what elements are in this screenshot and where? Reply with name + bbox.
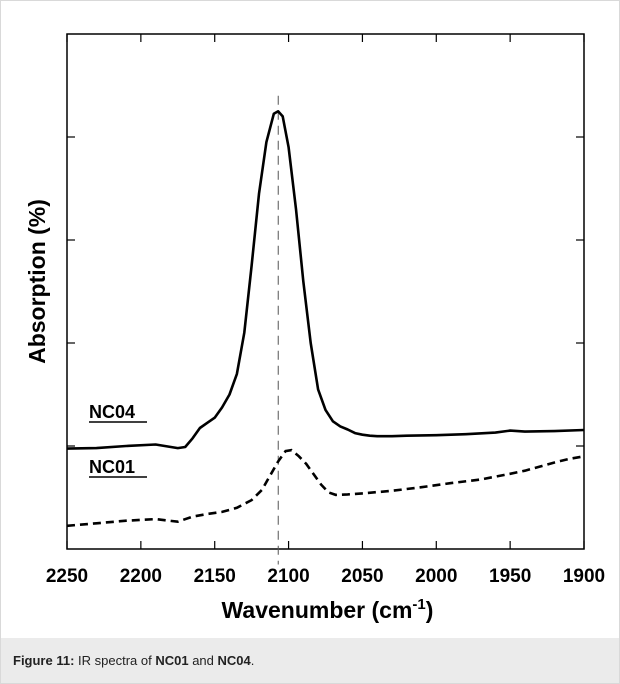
- y-axis-ticks: [67, 136, 584, 447]
- caption-text: .: [250, 653, 255, 668]
- x-tick-label: 2250: [46, 566, 88, 587]
- x-tick-label: 2050: [341, 566, 383, 587]
- x-tick-label: 2150: [194, 566, 236, 587]
- caption-prefix: Figure 11:: [13, 653, 75, 668]
- x-axis-ticks: 2250 2200 2150 2100 2050 2000 1950 1900: [46, 34, 605, 587]
- series-line-nc04: [66, 110, 585, 450]
- x-tick-label: 2200: [120, 566, 162, 587]
- caption-compound-nc04: NC04: [217, 653, 251, 668]
- ir-spectra-chart: 2250 2200 2150 2100 2050 2000 1950 1900 NC04NC0…: [24, 33, 605, 623]
- plot-frame: [66, 33, 585, 550]
- x-tick-label: 2100: [267, 566, 309, 587]
- y-axis-title: Absorption (%): [24, 199, 50, 364]
- x-tick-label: 2000: [415, 566, 457, 587]
- figure-caption: Figure 11: IR spectra of NC01 and NC04.: [1, 638, 619, 683]
- caption-compound-nc01: NC01: [155, 653, 189, 668]
- x-axis-title: Wavenumber (cm-1): [222, 596, 434, 623]
- series-label-text: NC01: [89, 457, 135, 477]
- series-line-nc01: [66, 448, 585, 528]
- x-tick-label: 1900: [563, 566, 605, 587]
- series-labels: NC04 NC01: [89, 402, 147, 478]
- x-tick-label: 1950: [489, 566, 531, 587]
- caption-text: IR spectra of: [74, 653, 156, 668]
- series-label-nc04: NC04: [89, 402, 147, 423]
- series-label-nc01: NC01: [89, 457, 147, 478]
- caption-text: and: [188, 653, 218, 668]
- series-label-text: NC04: [89, 402, 135, 422]
- chart-area: 2250 2200 2150 2100 2050 2000 1950 1900 NC04 NC0…: [1, 1, 619, 637]
